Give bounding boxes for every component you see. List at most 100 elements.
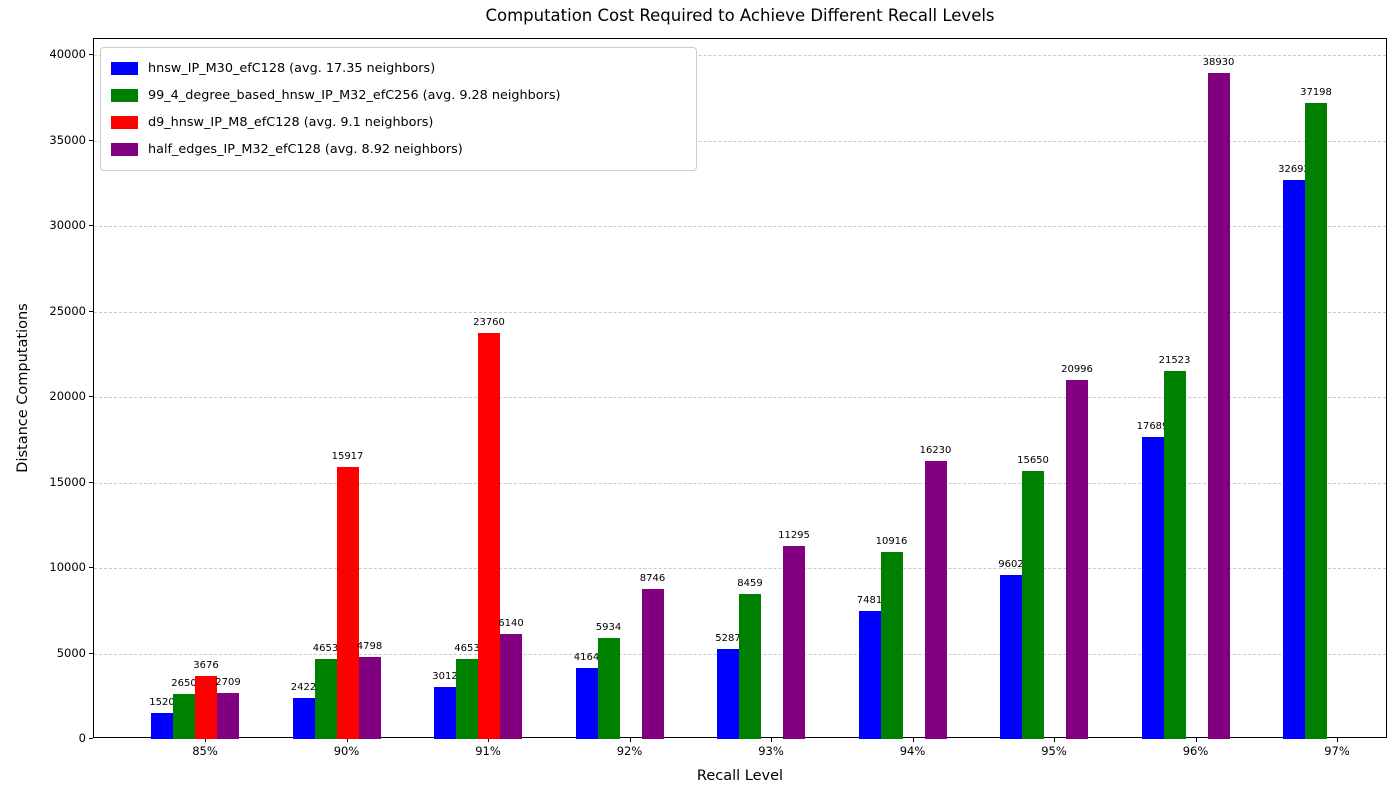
bar <box>717 648 739 739</box>
gridline <box>94 55 1386 56</box>
x-axis-tick <box>488 738 489 742</box>
x-axis-tick <box>629 738 631 742</box>
bar-value-label: 16230 <box>919 445 952 457</box>
bar-value-label: 2650 <box>171 677 197 689</box>
gridline <box>94 397 1386 398</box>
x-tick-label: 91% <box>475 744 501 758</box>
bar <box>1000 574 1022 739</box>
bar <box>500 634 522 739</box>
y-axis-tick <box>89 481 93 483</box>
bar <box>195 676 217 739</box>
bar-value-label: 38930 <box>1202 57 1235 69</box>
series-layer: 3676 15917 23760 <box>94 39 1386 739</box>
y-axis-tick <box>89 567 93 568</box>
y-axis-tick <box>89 225 93 226</box>
y-axis-tick <box>89 396 93 397</box>
bar-value-label: 4653 <box>312 643 339 655</box>
y-axis-tick <box>89 738 93 739</box>
bar <box>434 687 456 739</box>
y-axis-tick <box>89 652 93 654</box>
bar-value-label: 7481 <box>856 595 883 607</box>
bar <box>1022 471 1044 739</box>
bar-value-label: 15917 <box>331 450 364 462</box>
bar-value-label: 8459 <box>737 578 763 590</box>
bar <box>641 589 664 739</box>
legend-label: hnsw_IP_M30_efC128 (avg. 17.35 neighbors… <box>148 61 436 76</box>
bar <box>1141 436 1164 739</box>
bar <box>151 713 173 739</box>
x-tick-label: 97% <box>1324 744 1350 758</box>
chart-title: Computation Cost Required to Achieve Dif… <box>485 6 995 25</box>
bar-value-label: 6140 <box>498 618 524 629</box>
y-tick-label: 40000 <box>49 47 86 61</box>
gridline <box>94 482 1386 484</box>
bar <box>358 656 381 739</box>
bar <box>1066 379 1088 739</box>
x-tick-label: 94% <box>899 744 926 758</box>
legend: hnsw_IP_M30_efC128 (avg. 17.35 neighbors… <box>100 47 697 171</box>
x-axis-tick <box>1337 738 1338 742</box>
bar <box>292 697 315 739</box>
legend-label: 99_4_degree_based_hnsw_IP_M32_efC256 (av… <box>148 88 561 103</box>
y-tick-label: 25000 <box>49 303 86 318</box>
bar-value-label: 4798 <box>356 640 383 652</box>
y-tick-label: 15000 <box>49 474 86 489</box>
x-axis-tick <box>1195 738 1197 742</box>
bar <box>924 461 947 739</box>
bar <box>478 332 500 739</box>
bar <box>597 637 620 739</box>
legend-label: d9_hnsw_IP_M8_efC128 (avg. 9.1 neighbors… <box>148 115 434 130</box>
legend-item: half_edges_IP_M32_efC128 (avg. 8.92 neig… <box>111 136 686 163</box>
legend-color-swatch <box>111 116 138 129</box>
legend-item: d9_hnsw_IP_M8_efC128 (avg. 9.1 neighbors… <box>111 109 686 136</box>
bar-value-label: 21523 <box>1158 354 1191 366</box>
gridline <box>94 568 1386 569</box>
gridline <box>94 140 1386 142</box>
bar-value-label: 4653 <box>454 643 480 655</box>
bar <box>173 693 195 739</box>
x-tick-label: 90% <box>333 744 360 758</box>
bar-value-label: 9602 <box>998 558 1024 570</box>
y-tick-label: 20000 <box>49 389 86 403</box>
bar <box>858 611 881 739</box>
y-axis-tick <box>89 54 93 55</box>
legend-color-swatch <box>111 62 138 75</box>
legend-color-swatch <box>111 143 138 156</box>
legend-color-swatch <box>111 89 138 102</box>
gridline <box>94 226 1386 227</box>
bar-value-label: 2709 <box>215 676 241 688</box>
bar-value-label: 20996 <box>1061 363 1093 375</box>
bar <box>739 594 761 739</box>
series-layer: 2650 4653 4653 5934 8459 10916 15650 21523 37198 <box>94 39 1386 739</box>
x-tick-label: 95% <box>1041 744 1067 758</box>
bar <box>783 545 805 739</box>
bar-value-label: 15650 <box>1017 455 1049 467</box>
bar-value-label: 1520 <box>149 697 175 708</box>
y-tick-label: 5000 <box>56 645 86 660</box>
bar-value-label: 23760 <box>473 316 505 328</box>
bar <box>1283 179 1305 739</box>
bar-value-label: 3012 <box>432 671 458 683</box>
series-layer: 1520 2422 3012 4164 5287 7481 9602 17689 32692 <box>94 39 1386 739</box>
y-axis-tick <box>89 139 93 141</box>
gridline <box>94 311 1386 313</box>
bar-value-label: 5934 <box>595 621 622 633</box>
bar-value-label: 8746 <box>639 573 666 585</box>
bar-value-label: 3676 <box>193 660 219 672</box>
y-tick-label: 35000 <box>49 132 86 147</box>
bar-value-label: 4164 <box>573 651 600 663</box>
x-tick-label: 93% <box>758 744 784 758</box>
legend-label: half_edges_IP_M32_efC128 (avg. 8.92 neig… <box>148 142 463 157</box>
y-tick-label: 10000 <box>49 560 86 574</box>
bar <box>880 552 903 739</box>
y-tick-label: 0 <box>78 731 86 745</box>
bar <box>1163 370 1186 739</box>
bar <box>336 466 359 739</box>
x-tick-label: 92% <box>616 744 643 758</box>
x-axis-tick <box>205 738 206 742</box>
x-tick-label: 85% <box>192 744 218 758</box>
y-tick-label: 30000 <box>49 218 86 232</box>
legend-item: 99_4_degree_based_hnsw_IP_M32_efC256 (av… <box>111 82 686 109</box>
x-axis-tick <box>771 738 772 742</box>
